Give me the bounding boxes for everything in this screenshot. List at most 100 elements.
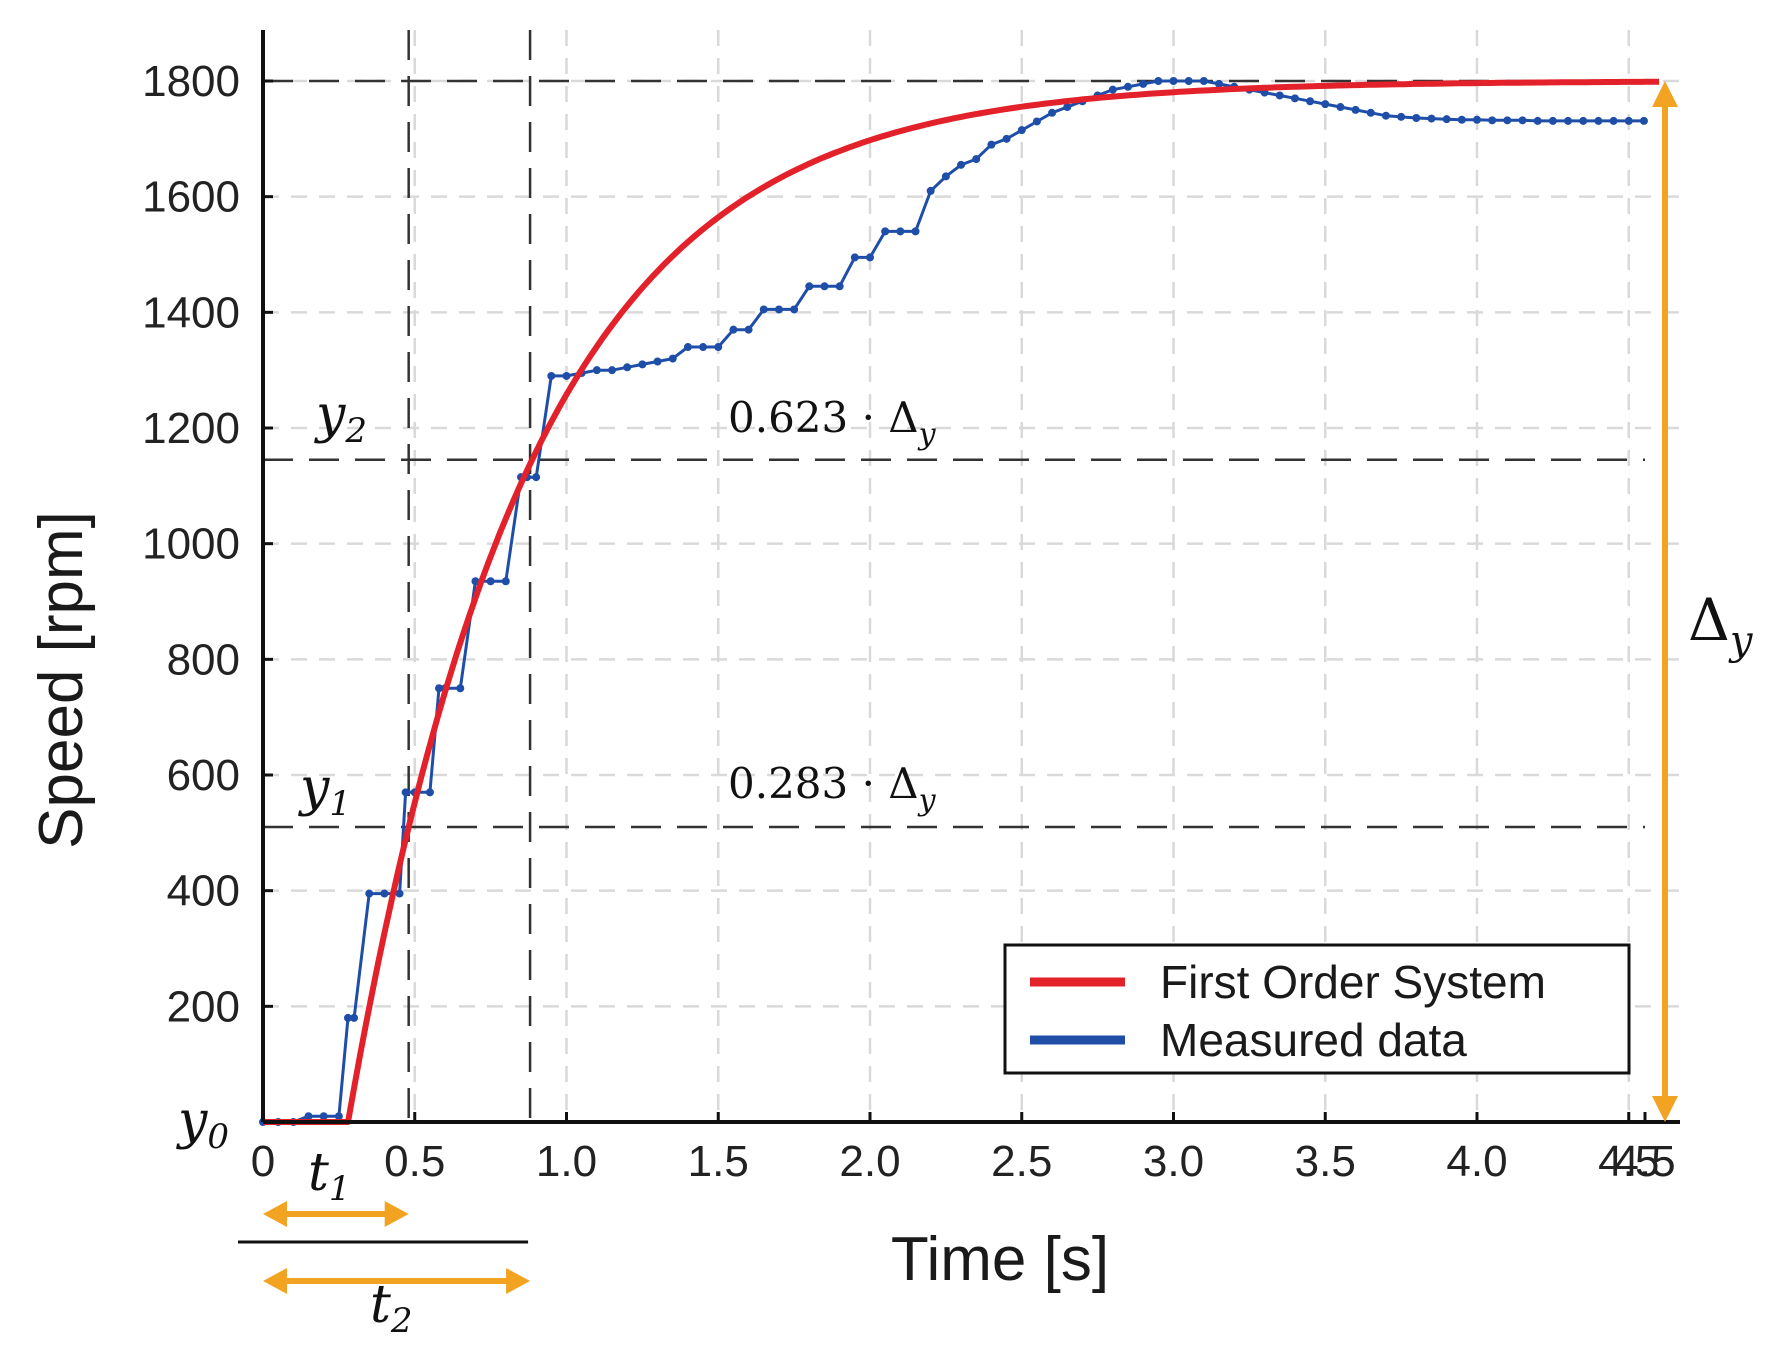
y-tick-label-4: 1000 xyxy=(142,520,240,569)
data-point-measured-51 xyxy=(972,155,981,164)
annotation-fraction-low: 0.283 · Δy xyxy=(728,759,937,818)
data-point-measured-5 xyxy=(334,1112,343,1121)
data-point-measured-95 xyxy=(1639,116,1648,125)
data-point-measured-29 xyxy=(638,360,647,369)
data-point-measured-76 xyxy=(1351,105,1360,114)
data-point-measured-30 xyxy=(653,357,662,366)
data-point-measured-66 xyxy=(1199,77,1208,85)
y-tick-label-7: 1600 xyxy=(142,173,240,222)
x-tick-label-7: 3.5 xyxy=(1295,1137,1356,1186)
data-point-measured-49 xyxy=(941,172,950,181)
y-axis-title: Speed [rpm] xyxy=(27,511,96,849)
data-point-measured-54 xyxy=(1017,126,1026,135)
data-point-measured-24 xyxy=(562,371,571,380)
data-point-measured-34 xyxy=(714,343,723,352)
data-point-measured-35 xyxy=(729,325,738,334)
arrow-t1-head-right xyxy=(384,1201,409,1227)
data-point-measured-31 xyxy=(668,354,677,363)
x-tick-label-8: 4.0 xyxy=(1446,1137,1507,1186)
data-point-measured-43 xyxy=(850,253,859,262)
data-point-measured-8 xyxy=(365,889,374,898)
arrow-t2-head-right xyxy=(506,1268,531,1294)
axes xyxy=(261,30,1680,1124)
data-point-measured-11 xyxy=(401,788,410,797)
data-point-measured-46 xyxy=(896,227,905,236)
y-tick-label-1: 400 xyxy=(167,867,240,916)
y-tick-label-2: 600 xyxy=(167,751,240,800)
data-point-measured-37 xyxy=(759,305,768,314)
data-point-measured-48 xyxy=(926,186,935,195)
data-point-measured-16 xyxy=(456,684,465,693)
arrow-t2-head-left xyxy=(263,1268,287,1294)
data-point-measured-86 xyxy=(1503,116,1512,125)
arrow-t1-head-left xyxy=(263,1201,287,1227)
data-point-measured-78 xyxy=(1381,111,1390,120)
annotation-t1: t1 xyxy=(308,1143,351,1209)
y-tick-label-3: 800 xyxy=(167,635,240,684)
arrow-delta-y-head-bottom xyxy=(1652,1096,1678,1122)
data-point-measured-87 xyxy=(1518,116,1527,125)
data-point-measured-3 xyxy=(304,1112,313,1121)
annotation-y1: y1 xyxy=(298,758,351,824)
annotation-y0: y0 xyxy=(176,1091,229,1157)
data-point-measured-62 xyxy=(1139,79,1148,88)
data-point-measured-88 xyxy=(1533,116,1542,125)
data-point-measured-18 xyxy=(486,577,495,586)
legend: First Order System Measured data xyxy=(1003,943,1631,1075)
data-point-measured-77 xyxy=(1366,108,1375,117)
data-point-measured-56 xyxy=(1048,108,1057,117)
data-point-measured-13 xyxy=(425,788,434,797)
data-point-measured-67 xyxy=(1215,79,1224,88)
x-tick-label-9: 4.5 xyxy=(1598,1137,1659,1186)
arrow-delta-y-head-top xyxy=(1652,81,1678,107)
x-tick-label-0: 0 xyxy=(251,1137,275,1186)
data-point-measured-85 xyxy=(1488,116,1497,125)
arrows xyxy=(238,81,1678,1294)
data-point-measured-23 xyxy=(547,371,556,380)
data-point-measured-94 xyxy=(1624,116,1633,125)
data-point-measured-91 xyxy=(1579,116,1588,125)
series-line-first-order-system xyxy=(263,78,1660,1125)
data-point-measured-41 xyxy=(820,282,829,291)
data-point-measured-7 xyxy=(350,1013,359,1022)
x-tick-label-4: 2.0 xyxy=(839,1137,900,1186)
data-point-measured-39 xyxy=(790,305,799,314)
data-point-measured-75 xyxy=(1336,103,1345,112)
x-tick-label-2: 1.0 xyxy=(536,1137,597,1186)
y-tick-label-5: 1200 xyxy=(142,404,240,453)
data-point-measured-33 xyxy=(699,343,708,352)
data-point-measured-26 xyxy=(592,366,601,375)
data-point-measured-55 xyxy=(1032,117,1041,126)
data-point-measured-52 xyxy=(987,140,996,149)
data-point-measured-4 xyxy=(319,1112,328,1121)
legend-label-measured: Measured data xyxy=(1160,1014,1467,1066)
data-point-measured-92 xyxy=(1594,116,1603,125)
data-point-measured-60 xyxy=(1108,85,1117,94)
data-point-measured-84 xyxy=(1473,115,1481,124)
data-point-measured-32 xyxy=(683,343,692,352)
data-point-measured-40 xyxy=(805,282,814,291)
data-point-measured-38 xyxy=(774,305,783,314)
data-point-measured-27 xyxy=(608,366,617,375)
x-axis-title: Time [s] xyxy=(891,1225,1109,1294)
data-point-measured-79 xyxy=(1397,112,1406,121)
data-point-measured-71 xyxy=(1275,91,1284,100)
annotation-fraction-high: 0.623 · Δy xyxy=(728,393,937,452)
y-tick-label-0: 200 xyxy=(167,982,240,1031)
data-point-measured-72 xyxy=(1290,94,1299,103)
y-tick-label-6: 1400 xyxy=(142,288,240,337)
x-tick-label-1: 0.5 xyxy=(384,1137,445,1186)
data-point-measured-57 xyxy=(1063,103,1072,112)
data-point-measured-17 xyxy=(471,577,480,586)
annotation-t2: t2 xyxy=(370,1275,413,1341)
data-point-measured-61 xyxy=(1123,82,1132,91)
data-point-measured-93 xyxy=(1609,116,1618,125)
data-point-measured-64 xyxy=(1169,77,1178,85)
data-point-measured-22 xyxy=(532,473,541,482)
data-point-measured-14 xyxy=(435,684,444,693)
data-point-measured-50 xyxy=(957,160,966,169)
annotation-delta-y: Δy xyxy=(1688,586,1754,664)
x-tick-label-5: 2.5 xyxy=(991,1137,1052,1186)
